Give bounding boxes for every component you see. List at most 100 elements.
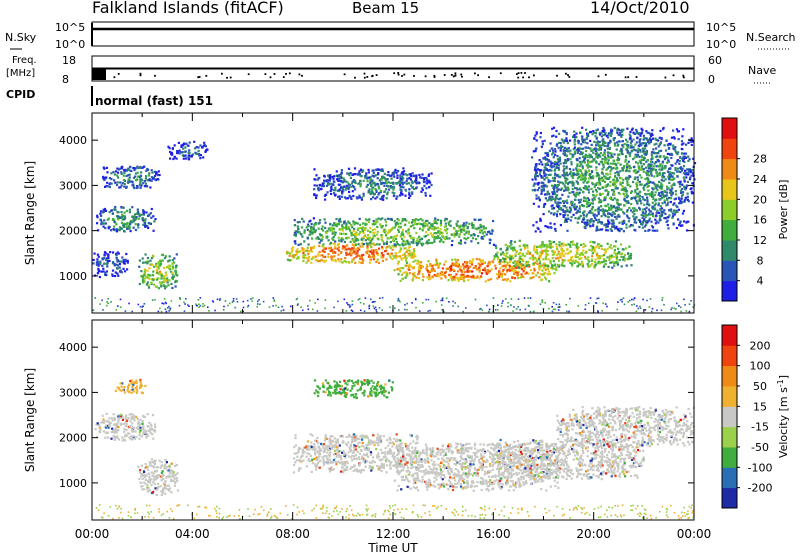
- echo-cell: [457, 265, 460, 268]
- echo-cell: [465, 238, 468, 241]
- echo-cell: [371, 169, 374, 172]
- nave-dot: [635, 76, 638, 78]
- echo-cell: [481, 262, 484, 266]
- echo-cell: [168, 255, 171, 258]
- echo-cell: [340, 171, 343, 174]
- echo-cell: [597, 221, 600, 224]
- echo-cell: [359, 223, 362, 226]
- echo-cell: [120, 260, 123, 263]
- echo-cell: [586, 222, 589, 225]
- echo-cell: [385, 242, 388, 245]
- echo-cell: [567, 195, 570, 198]
- echo-cell: [645, 130, 648, 133]
- echo-cell: [646, 214, 649, 217]
- echo-cell: [397, 230, 401, 233]
- echo-cell: [150, 169, 153, 172]
- echo-cell: [378, 243, 381, 246]
- echo-cell: [489, 278, 493, 281]
- echo-cell: [642, 158, 645, 162]
- echo-cell: [345, 248, 348, 251]
- echo-cell: [506, 246, 509, 249]
- echo-cell: [355, 233, 358, 236]
- echo-cell: [668, 175, 672, 179]
- echo-cell: [663, 175, 666, 178]
- echo-cell: [552, 156, 555, 159]
- echo-cell: [114, 271, 117, 274]
- echo-cell: [371, 179, 374, 182]
- echo-cell: [187, 154, 190, 157]
- echo-cell: [358, 217, 361, 220]
- echo-cell: [671, 191, 674, 194]
- echo-cell: [541, 140, 544, 143]
- echo-cell: [626, 127, 629, 130]
- echo-cell: [523, 255, 527, 258]
- echo-cell: [601, 179, 604, 182]
- echo-cell: [576, 163, 579, 166]
- echo-cell: [483, 267, 486, 270]
- echo-cell: [461, 225, 464, 228]
- echo-cell: [643, 142, 646, 145]
- echo-cell: [616, 258, 619, 261]
- echo-cell: [122, 224, 125, 227]
- echo-cell: [578, 175, 581, 178]
- echo-cell: [113, 179, 116, 182]
- echo-cell: [552, 240, 556, 244]
- echo-cell: [534, 166, 537, 169]
- echo-cell: [327, 239, 330, 242]
- echo-cell: [141, 261, 145, 264]
- echo-cell: [405, 264, 408, 267]
- echo-cell: [551, 195, 554, 198]
- echo-cell: [547, 159, 550, 162]
- echo-cell: [354, 221, 358, 224]
- echo-cell: [606, 172, 609, 175]
- echo-cell: [439, 239, 442, 243]
- echo-cell: [677, 196, 680, 199]
- echo-cell: [331, 232, 334, 235]
- echo-cell: [584, 170, 587, 173]
- echo-cell: [167, 284, 170, 287]
- date-title: 14/Oct/2010: [590, 0, 690, 17]
- echo-cell: [693, 162, 697, 165]
- echo-cell: [607, 192, 610, 195]
- echo-cell: [188, 141, 191, 144]
- echo-cell: [346, 172, 349, 175]
- echo-cell: [301, 235, 304, 238]
- echo-cell: [561, 208, 564, 211]
- echo-cell: [617, 143, 620, 146]
- echo-cell: [474, 266, 477, 269]
- echo-cell: [360, 261, 363, 265]
- echo-cell: [480, 236, 483, 239]
- echo-cell: [424, 194, 427, 197]
- echo-cell: [161, 275, 164, 278]
- echo-cell: [578, 188, 581, 191]
- echo-cell: [121, 206, 124, 209]
- echo-cell: [329, 177, 332, 181]
- echo-cell: [557, 168, 561, 171]
- echo-cell: [129, 220, 132, 223]
- echo-cell: [463, 279, 466, 283]
- echo-cell: [533, 245, 536, 248]
- echo-cell: [540, 169, 543, 172]
- echo-cell: [640, 168, 643, 171]
- echo-cell: [431, 235, 434, 238]
- echo-cell: [553, 190, 556, 193]
- echo-cell: [146, 167, 149, 171]
- echo-cell: [472, 266, 475, 269]
- echo-cell: [416, 244, 419, 247]
- echo-cell: [626, 179, 629, 182]
- nsky-frame: [91, 21, 695, 47]
- echo-cell: [399, 222, 402, 225]
- echo-cell: [595, 144, 598, 147]
- echo-cell: [547, 245, 550, 248]
- echo-cell: [568, 181, 571, 184]
- echo-cell: [343, 246, 346, 249]
- echo-cell: [466, 270, 469, 273]
- echo-cell: [157, 174, 160, 177]
- echo-cell: [199, 154, 202, 157]
- echo-cell: [616, 170, 619, 173]
- echo-cell: [317, 222, 320, 225]
- echo-cell: [643, 203, 646, 206]
- echo-cell: [573, 261, 576, 264]
- echo-cell: [484, 280, 487, 283]
- echo-cell: [575, 167, 578, 170]
